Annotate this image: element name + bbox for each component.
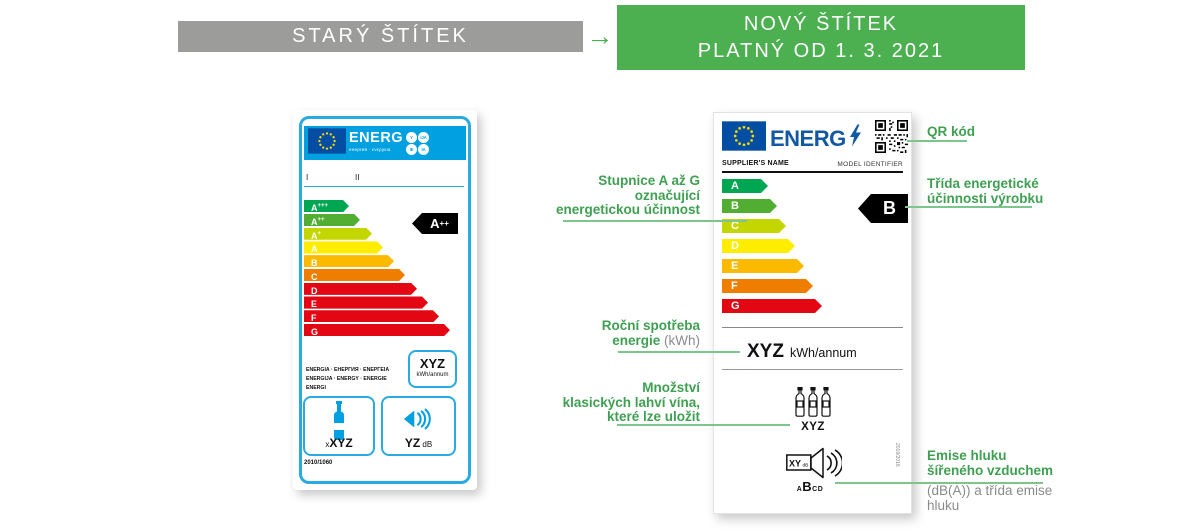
old-regulation-number: 2010/1060 xyxy=(304,460,333,466)
old-label-title: STARÝ ŠTÍTEK xyxy=(292,25,469,47)
connector-line-scale xyxy=(563,220,747,222)
supplier-name: SUPPLIER'S NAME xyxy=(722,160,789,167)
scale-arrow: G xyxy=(304,324,450,336)
scale-arrow: A xyxy=(304,241,383,253)
old-label-brand-band: ENERG енергия · ενεργεια Y IJA IE IA xyxy=(304,126,466,160)
old-consumption-box: XYZ kWh/annum xyxy=(408,350,457,388)
scale-arrow: D xyxy=(304,283,417,295)
annotation-rating: Třída energetické účinnosti výrobku xyxy=(927,176,1044,206)
annotation-qr: QR kód xyxy=(927,124,976,139)
connector-line-consumption xyxy=(618,351,740,353)
scale-arrow: A+ xyxy=(304,228,372,240)
scale-arrow: G xyxy=(722,299,822,313)
svg-text:XY: XY xyxy=(789,459,801,469)
svg-text:dB: dB xyxy=(803,463,809,469)
new-label-title-line2: PLATNÝ OD 1. 3. 2021 xyxy=(697,39,945,62)
annotation-noise: Emise hluku šířeného vzduchem (dB(A)) a … xyxy=(927,448,1054,513)
wine-bottles-icon xyxy=(794,387,832,422)
annotation-consumption: Roční spotřeba energie (kWh) xyxy=(601,318,700,348)
old-label-languages: ENERGIA · ЕНЕРГИЯ · ΕΝΕΡΓΕΙΑ ENERGIJA · … xyxy=(306,367,390,392)
speaker-icon xyxy=(402,408,436,436)
old-label-brand: ENERG енергия · ενεργεια xyxy=(349,129,404,152)
qr-code xyxy=(875,120,908,158)
new-label-brand: ENERG xyxy=(770,123,863,154)
old-energy-label: ENERG енергия · ενεργεια Y IJA IE IA I I… xyxy=(293,110,477,490)
new-rating-arrow: B xyxy=(858,194,908,223)
model-identifier: MODEL IDENTIFIER xyxy=(837,161,903,168)
connector-line-qr xyxy=(907,140,967,142)
category-divider-line xyxy=(304,186,464,187)
transition-arrow-icon: → xyxy=(586,20,614,51)
lightning-bolt-icon xyxy=(846,123,863,154)
connector-line-noise xyxy=(835,482,1043,484)
section-divider-line xyxy=(722,327,903,328)
scale-arrow: D xyxy=(722,239,795,253)
old-bottle-capacity-box: xXYZ xyxy=(303,396,375,456)
scale-arrow: F xyxy=(722,279,813,293)
scale-arrow: A xyxy=(722,179,768,193)
new-energy-scale: A B C D E F G xyxy=(722,179,822,319)
old-energy-scale: A+++ A++ A+ A B C D E F G xyxy=(304,200,450,338)
scale-arrow: B xyxy=(722,199,777,213)
noise-speaker-icon: XY dB xyxy=(786,446,844,485)
new-regulation-number: 2019/2016 xyxy=(894,443,900,467)
connector-line-bottles xyxy=(617,424,790,426)
scale-arrow: E xyxy=(304,296,428,308)
old-bottle-value: xXYZ xyxy=(325,436,353,450)
old-label-border xyxy=(299,116,471,484)
scale-arrow: A+++ xyxy=(304,200,349,212)
connector-line-rating xyxy=(905,206,1032,208)
annotation-scale: Stupnice A až G označující energetickou … xyxy=(555,173,700,217)
annotation-bottles: Množství klasických lahví vína, které lz… xyxy=(562,380,700,424)
scale-arrow: C xyxy=(722,219,786,233)
category-i: I xyxy=(306,173,309,182)
scale-arrow: F xyxy=(304,310,439,322)
scale-arrow: B xyxy=(304,255,394,267)
eu-flag-icon xyxy=(722,121,766,156)
new-label-header-bar: NOVÝ ŠTÍTEK PLATNÝ OD 1. 3. 2021 xyxy=(617,5,1025,70)
category-ii: II xyxy=(355,173,360,182)
noise-class-scale: ABCD xyxy=(796,479,824,494)
supplier-divider-line xyxy=(722,171,903,173)
new-label-title-line1: NOVÝ ŠTÍTEK xyxy=(743,12,899,35)
scale-arrow: C xyxy=(304,269,405,281)
eu-flag-icon xyxy=(308,127,346,159)
new-energy-label: ENERG SUPPLIER'S NAME MODEL IDENTIFIER A… xyxy=(713,112,912,514)
wine-bottle-icon xyxy=(329,401,349,445)
old-noise-value: YZ dB xyxy=(404,436,433,450)
old-rating-arrow: A ++ xyxy=(412,213,458,234)
new-consumption: XYZ kWh/annum xyxy=(747,341,857,362)
section-divider-line xyxy=(722,369,903,370)
new-bottles-value: XYZ xyxy=(801,421,825,433)
old-noise-box: YZ dB xyxy=(381,396,456,456)
scale-arrow: E xyxy=(722,259,804,273)
old-label-header-bar: STARÝ ŠTÍTEK xyxy=(178,21,583,52)
scale-arrow: A++ xyxy=(304,214,360,226)
old-label-language-endings: Y IJA IE IA xyxy=(406,131,430,155)
